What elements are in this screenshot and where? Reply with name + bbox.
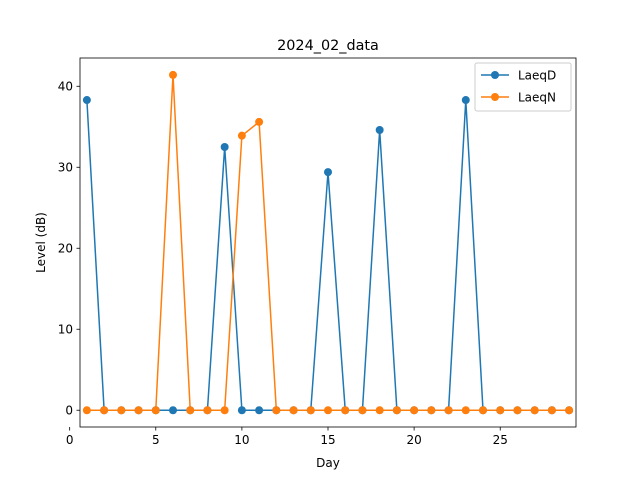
y-tick-label: 10 [58,323,73,337]
x-axis-ticks: 0 5 10 15 20 25 [66,427,508,447]
data-point-laeqn [547,406,556,415]
x-axis-label: Day [316,456,340,470]
data-point-laeqn [186,406,195,415]
x-tick-label: 5 [152,433,160,447]
data-point-laeqn [134,406,143,415]
data-point-laeqn [324,406,332,415]
data-point-laeqn [444,406,453,415]
legend-marker-laeqn [491,93,499,101]
x-tick-label: 20 [406,433,421,447]
data-point-laeqd [220,143,229,152]
data-point-laeqn [255,117,264,126]
data-point-laeqn [513,406,522,415]
data-point-laeqn [100,406,109,415]
y-tick-label: 0 [65,404,73,418]
data-point-laeqn [237,131,246,140]
data-point-laeqd [461,96,470,105]
y-tick-label: 20 [58,242,73,256]
data-point-laeqn [117,406,126,415]
legend-label-laeqn: LaeqN [518,90,556,104]
data-point-laeqd [375,126,384,135]
data-point-laeqd [82,96,91,105]
data-point-laeqn [306,406,315,415]
series-markers [82,70,574,415]
legend-label-laeqd: LaeqD [518,68,556,82]
data-point-laeqd [169,406,177,415]
y-axis-label: Level (dB) [34,212,48,273]
chart-title: 2024_02_data [277,38,379,54]
y-axis-ticks: 0 10 20 30 40 [58,80,80,418]
data-point-laeqn [358,406,367,415]
data-point-laeqn [410,406,419,415]
data-point-laeqn [461,406,470,415]
legend: LaeqD LaeqN [474,62,572,112]
x-tick-label: 15 [320,433,335,447]
data-point-laeqn [427,406,436,415]
x-tick-label: 0 [66,433,74,447]
x-tick-label: 10 [234,433,249,447]
x-tick-label: 25 [493,433,508,447]
data-point-laeqn [375,406,384,415]
data-point-laeqn [565,406,574,415]
y-tick-label: 30 [58,161,73,175]
data-point-laeqn [341,406,350,415]
data-point-laeqn [151,406,160,415]
data-point-laeqn [289,406,298,415]
data-point-laeqn [203,406,212,415]
data-point-laeqn [392,406,401,415]
data-point-laeqn [272,406,281,415]
data-point-laeqd [237,406,246,415]
data-point-laeqn [479,406,487,415]
data-point-laeqn [496,406,505,415]
data-point-laeqn [82,406,91,415]
data-point-laeqd [255,406,264,415]
data-point-laeqn [530,406,539,415]
y-tick-label: 40 [58,80,73,94]
data-point-laeqn [169,70,177,79]
legend-marker-laeqd [491,71,499,79]
data-point-laeqn [220,406,229,415]
data-point-laeqd [324,168,332,177]
